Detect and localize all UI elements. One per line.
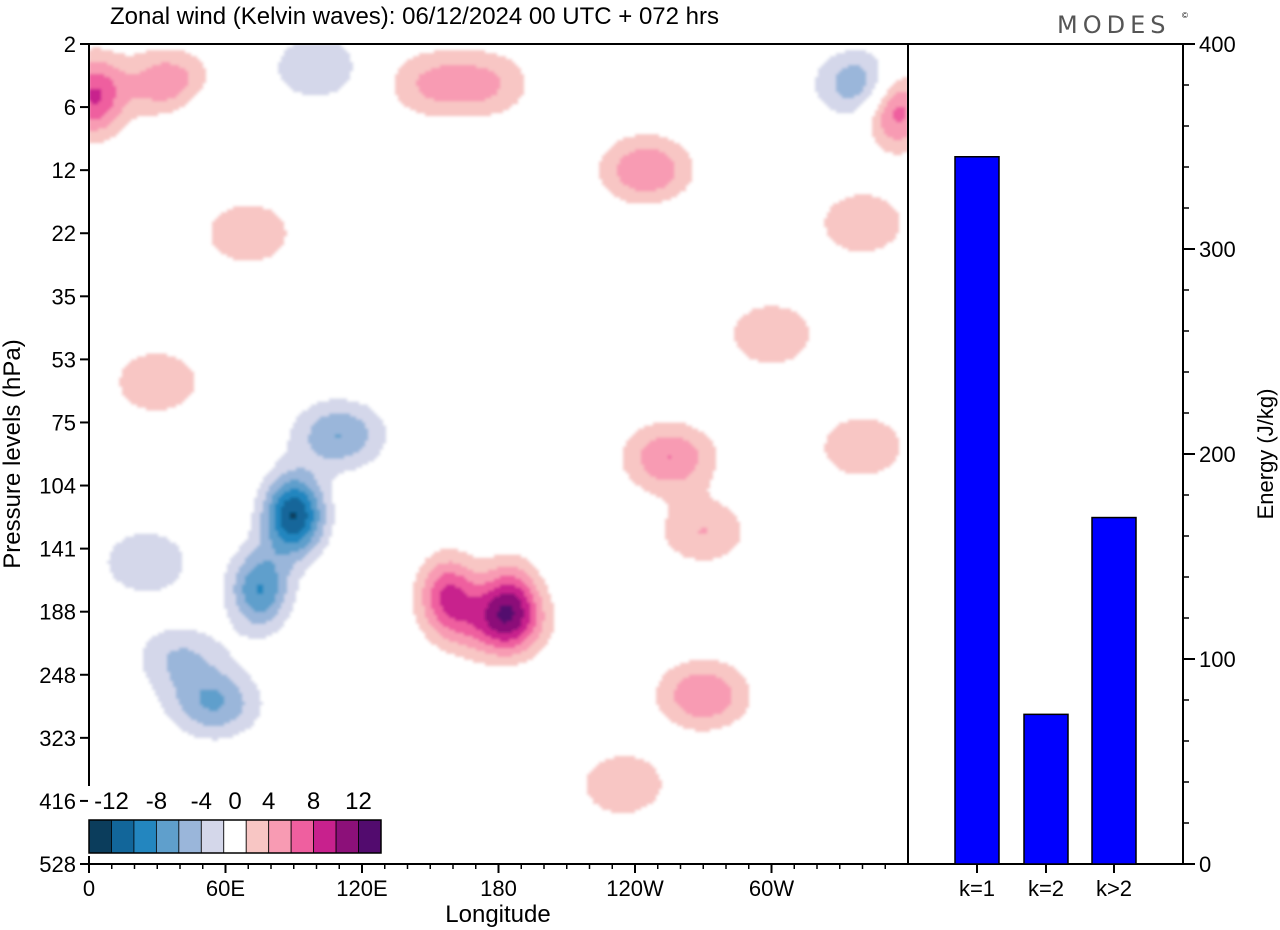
- colorbar-swatch: [245, 819, 270, 854]
- y-axis-label: Pressure levels (hPa): [0, 339, 26, 568]
- energy-bar-1: [954, 156, 1000, 865]
- energy-tick-label: 200: [1199, 442, 1236, 467]
- brand-mark: ©: [1182, 11, 1188, 20]
- colorbar-swatch: [133, 819, 157, 854]
- x-tick-label: 0: [83, 876, 95, 901]
- energy-bar-3: [1091, 516, 1137, 865]
- y-tick-label: 248: [39, 663, 76, 688]
- y-tick-label: 104: [39, 474, 76, 499]
- colorbar-label: -12: [94, 788, 129, 815]
- y-tick-label: 416: [39, 789, 76, 814]
- y-tick-label: 528: [39, 852, 76, 877]
- y-tick-label: 6: [64, 95, 76, 120]
- y-tick-label: 141: [39, 537, 76, 562]
- energy-tick-label: 400: [1199, 32, 1236, 57]
- bar-category-label: k=2: [1028, 876, 1064, 901]
- energy-tick-label: 0: [1199, 852, 1211, 877]
- colorbar-label: 12: [345, 788, 372, 815]
- hovmoller-plot: [89, 44, 908, 864]
- colorbar-swatch: [178, 819, 202, 854]
- colorbar-swatch: [200, 819, 225, 854]
- colorbar-swatch: [111, 819, 135, 854]
- colorbar-swatch: [290, 819, 315, 854]
- energy-bar-2: [1023, 713, 1069, 865]
- colorbar-swatch: [313, 819, 337, 854]
- colorbar-swatch: [268, 819, 292, 854]
- colorbar-swatch: [358, 819, 382, 854]
- colorbar-swatch: [223, 819, 247, 854]
- pressure-axis: 2 6 12 22 35 53 75 104 141 188 248 323 416 528: [39, 32, 89, 877]
- y-tick-label: 188: [39, 600, 76, 625]
- colorbar-label: 8: [307, 788, 320, 815]
- colorbar-swatch: [88, 819, 112, 854]
- longitude-axis: 0 60E 120E 180 120W 60W: [83, 864, 886, 901]
- x-axis-label: Longitude: [445, 901, 550, 928]
- x-tick-label: 60W: [749, 876, 794, 901]
- energy-tick-label: 300: [1199, 237, 1236, 262]
- energy-bars: [954, 156, 1137, 865]
- wavenumber-axis: k=1 k=2 k>2: [959, 864, 1132, 901]
- x-tick-label: 180: [480, 876, 517, 901]
- y-tick-label: 2: [64, 32, 76, 57]
- wind-field: [89, 44, 908, 864]
- x-tick-label: 120E: [336, 876, 387, 901]
- colorbar-label: 4: [262, 788, 275, 815]
- y-tick-label: 12: [52, 158, 76, 183]
- x-tick-label: 60E: [206, 876, 245, 901]
- energy-tick-label: 100: [1199, 647, 1236, 672]
- colorbar-swatch: [335, 819, 359, 854]
- y-tick-label: 323: [39, 726, 76, 751]
- bar-category-label: k>2: [1096, 876, 1132, 901]
- brand-logo: MODES: [1057, 11, 1170, 39]
- colorbar-swatch: [155, 819, 180, 854]
- y-tick-label: 35: [52, 284, 76, 309]
- y-tick-label: 22: [52, 221, 76, 246]
- energy-axis: 0 100 200 300 400: [1183, 32, 1236, 877]
- colorbar: -12 -8 -4 0 4 8 12: [88, 786, 382, 856]
- y-tick-label: 53: [52, 347, 76, 372]
- colorbar-label: -4: [191, 788, 212, 815]
- colorbar-label: -8: [146, 788, 167, 815]
- chart-title: Zonal wind (Kelvin waves): 06/12/2024 00…: [110, 3, 719, 30]
- energy-axis-label: Energy (J/kg): [1253, 389, 1278, 520]
- y-tick-label: 75: [52, 410, 76, 435]
- colorbar-label: 0: [228, 788, 241, 815]
- colorbar-border: [88, 819, 382, 854]
- bar-category-label: k=1: [959, 876, 995, 901]
- x-tick-label: 120W: [606, 876, 664, 901]
